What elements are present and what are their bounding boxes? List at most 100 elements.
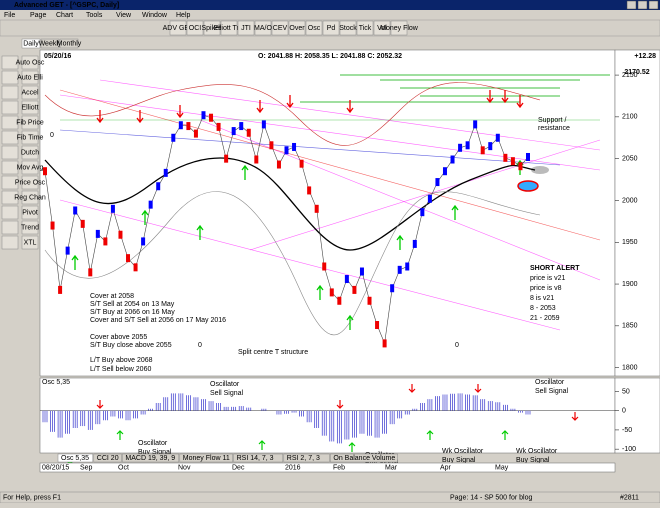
toolbar-button[interactable] [271,20,289,36]
side-button[interactable] [21,205,39,220]
side-label[interactable]: Auto Elli [17,74,43,81]
side-icon[interactable] [1,85,19,100]
toolbar-label[interactable]: Vol [377,25,387,32]
toolbar-button[interactable] [356,20,374,36]
indicator-tab-label[interactable]: CCI 20 [97,455,119,462]
toolbar-button[interactable] [373,20,391,36]
toolbar-label[interactable]: Money Flow [380,25,419,32]
toolbar-label[interactable]: Tick [359,25,372,32]
indicator-tab[interactable] [283,453,330,463]
indicator-tab[interactable] [233,453,284,463]
side-label[interactable]: Pivot [22,209,38,216]
toolbar-button[interactable] [305,20,323,36]
period-tab-label[interactable]: Monthly [57,40,82,47]
indicator-tab-label[interactable]: Osc 5,35 [61,455,89,462]
indicator-tab[interactable] [330,453,398,463]
toolbar-button[interactable] [203,20,221,36]
indicator-tab-label[interactable]: Money Flow 11 [183,455,230,462]
menu-item[interactable]: Tools [86,12,103,19]
indicator-tab[interactable] [57,453,94,463]
side-icon[interactable] [1,70,19,85]
menu-item[interactable]: Help [176,12,191,19]
side-button[interactable] [21,235,39,250]
side-button[interactable] [21,130,39,145]
side-icon[interactable] [1,205,19,220]
side-icon[interactable] [1,145,19,160]
side-label[interactable]: Reg Chan [14,194,46,201]
indicator-tab[interactable] [122,453,180,463]
period-tab[interactable] [40,38,60,49]
indicator-tab[interactable] [179,453,233,463]
indicator-tab-label[interactable]: RSI 2, 7, 3 [287,455,320,462]
side-button[interactable] [21,160,39,175]
indicator-tab-label[interactable]: On Balance Volume [333,455,395,462]
side-label[interactable]: Trend [21,224,39,231]
side-icon[interactable] [1,100,19,115]
period-tab[interactable] [21,38,41,49]
menu-item[interactable]: Window [142,12,168,19]
window-button[interactable] [626,0,637,10]
toolbar-button[interactable] [220,20,238,36]
menu-item[interactable]: Chart [56,12,73,19]
toolbar-label[interactable]: Osc [308,25,321,32]
indicator-tab-label[interactable]: RSI 14, 7, 3 [237,455,274,462]
menu-item[interactable]: View [116,12,132,19]
side-button[interactable] [21,220,39,235]
side-icon[interactable] [1,235,19,250]
side-button[interactable] [21,115,39,130]
toolbar-label[interactable]: CEV [273,25,288,32]
menu-item[interactable]: File [4,12,15,19]
period-tab-label[interactable]: Weekly [39,40,62,47]
indicator-tab-label[interactable]: MACD 19, 39, 9 [125,455,175,462]
menu-item[interactable]: Page [30,12,46,19]
side-button[interactable] [21,175,39,190]
sell-arrow [176,105,184,119]
side-icon[interactable] [1,115,19,130]
toolbar-label[interactable]: Over [289,25,305,32]
toolbar-button[interactable] [322,20,340,36]
toolbar-button[interactable] [169,20,187,36]
side-icon[interactable] [1,220,19,235]
side-label[interactable]: Mov Avg [17,164,44,171]
side-label[interactable]: Fib Time [17,134,44,141]
toolbar-button[interactable] [288,20,306,36]
side-icon[interactable] [1,55,19,70]
toolbar-button[interactable] [237,20,255,36]
toolbar-button[interactable] [186,20,204,36]
side-icon[interactable] [1,160,19,175]
side-label[interactable]: Fib Price [16,119,44,126]
window-button[interactable] [648,0,659,10]
side-button[interactable] [21,190,39,205]
side-button[interactable] [21,100,39,115]
side-label[interactable]: Auto Osc [16,59,45,66]
toolbar-label[interactable]: Elliott Trig [214,25,245,32]
indicator-tab[interactable] [93,453,122,463]
toolbar-label[interactable]: Spikes [201,25,223,32]
side-button[interactable] [21,70,39,85]
toolbar-button[interactable] [339,20,357,36]
side-button[interactable] [21,55,39,70]
period-tab[interactable] [59,38,79,49]
annotation: Cover at 2058 [90,293,134,300]
candle [141,237,146,246]
toolbar-label[interactable]: MA/O [254,25,272,32]
side-button[interactable] [21,85,39,100]
side-label[interactable]: Elliott [21,104,38,111]
side-label[interactable]: Price Osc [15,179,46,186]
window-button[interactable] [637,0,648,10]
toolbar-label[interactable]: JTI [241,25,251,32]
side-icon[interactable] [1,130,19,145]
side-label[interactable]: XTL [24,239,37,246]
side-label[interactable]: Dutch [21,149,39,156]
side-button[interactable] [21,145,39,160]
toolbar-label[interactable]: OCI [189,25,202,32]
side-icon[interactable] [1,175,19,190]
toolbar-button[interactable] [390,20,408,36]
side-label[interactable]: Accel [21,89,39,96]
toolbar-label[interactable]: Pd [327,25,336,32]
toolbar-label[interactable]: ADV GET [163,25,194,32]
toolbar-label[interactable]: Stock [339,25,357,32]
toolbar-button[interactable] [254,20,272,36]
period-tab-label[interactable]: Daily [23,40,39,47]
side-icon[interactable] [1,190,19,205]
